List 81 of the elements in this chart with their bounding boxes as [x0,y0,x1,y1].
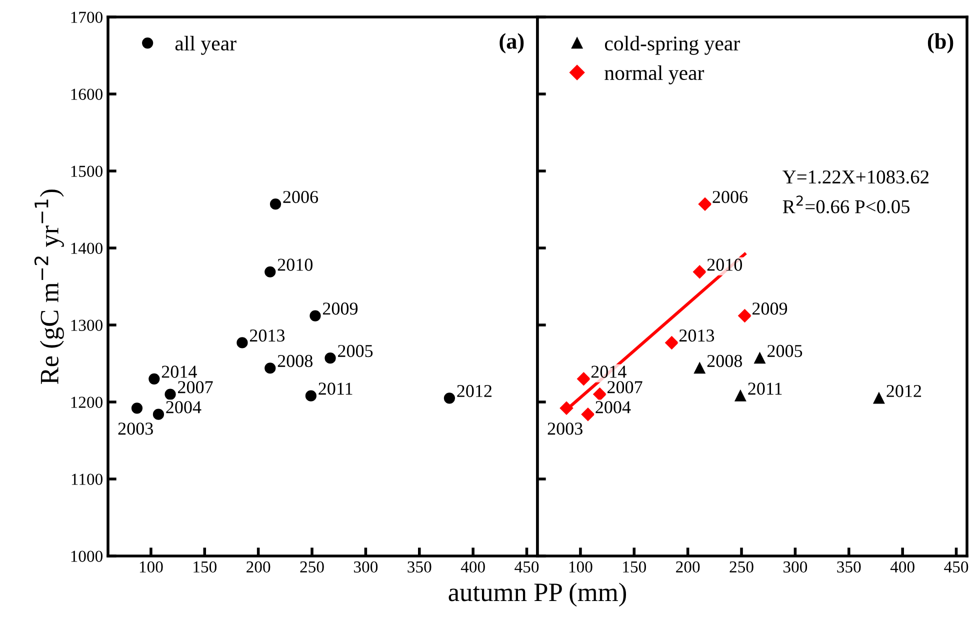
annotation: 2011 [318,382,352,395]
annotation: 2014 [591,366,626,378]
x-tick-label: 300 [783,561,808,573]
legend-label: normal year [604,65,704,84]
y-axis-title: Re (gC m$^{−2}$ yr$^{−1}$) [34,190,64,384]
x-tick-label: 200 [246,561,270,573]
annotation: 2007 [178,381,213,394]
x-tick-label: 450 [944,561,968,573]
annotation: 2014 [162,366,197,378]
point [694,362,706,374]
x-axis-title: autumn PP (mm) [448,582,626,607]
x-tick-label: 400 [460,561,485,573]
point [560,402,574,415]
point [665,336,678,350]
point [164,388,176,400]
point [264,362,276,374]
annotation: 2010 [707,258,742,271]
point [305,390,316,402]
point [152,408,164,420]
x-tick-label: 300 [354,561,378,573]
annotation: Y=1.22X+1083.62 [782,170,928,184]
point [236,337,248,348]
annotation: 2011 [748,382,782,395]
y-tick-label: 1700 [71,12,103,23]
annotation: (a) [500,33,524,54]
point [698,198,712,211]
y-tick-label: 1200 [71,396,103,408]
legend-label: cold-spring year [604,36,740,55]
x-tick-label: 250 [300,561,324,573]
annotation: R$^{2}$=0.66 P<0.05 [782,196,910,214]
annotation: 2003 [118,422,153,435]
point [148,373,160,384]
x-tick-label: 100 [569,561,592,573]
annotation: 2004 [166,401,202,414]
annotation: 2004 [596,401,631,414]
annotation: 2005 [768,344,802,358]
x-tick-label: 150 [623,561,646,573]
y-tick-label: 1000 [71,550,103,562]
annotation: 2006 [712,190,748,204]
annotation: (b) [928,33,954,54]
y-tick-label: 1400 [71,242,103,254]
point [444,392,456,404]
point [577,372,590,386]
x-tick-label: 450 [514,561,539,573]
point [581,408,595,421]
x-tick-label: 250 [730,561,754,573]
annotation: 2010 [278,258,313,271]
annotation: 2012 [457,384,492,398]
y-tick-label: 1500 [71,166,103,177]
x-tick-label: 350 [408,561,432,573]
y-tick-label: 1300 [71,320,103,331]
annotation: 2006 [283,190,318,204]
annotation: 2012 [886,384,922,398]
x-tick-label: 350 [837,561,861,573]
annotation: 2008 [278,354,313,368]
x-tick-label: 400 [890,561,914,573]
point [270,198,282,210]
point [310,310,321,322]
point [873,392,885,404]
annotation: 2003 [548,422,582,435]
annotation: 2009 [322,302,358,315]
point [324,352,336,364]
legend-label: all year [175,36,236,55]
point [131,402,143,414]
x-tick-label: 100 [140,561,163,573]
annotation: 2013 [250,329,285,342]
x-tick-label: 200 [676,561,700,573]
point [738,309,752,322]
annotation: 2008 [707,354,742,368]
x-tick-label: 150 [194,561,216,573]
annotation: 2005 [338,344,373,358]
point [593,388,606,401]
annotation: 2009 [752,302,788,315]
y-tick-label: 1100 [72,474,103,485]
annotation: 2013 [679,329,714,342]
point [734,390,746,402]
point [693,265,706,278]
y-tick-label: 1600 [71,88,103,100]
point [264,266,276,278]
point [754,352,766,364]
annotation: 2007 [608,381,642,394]
